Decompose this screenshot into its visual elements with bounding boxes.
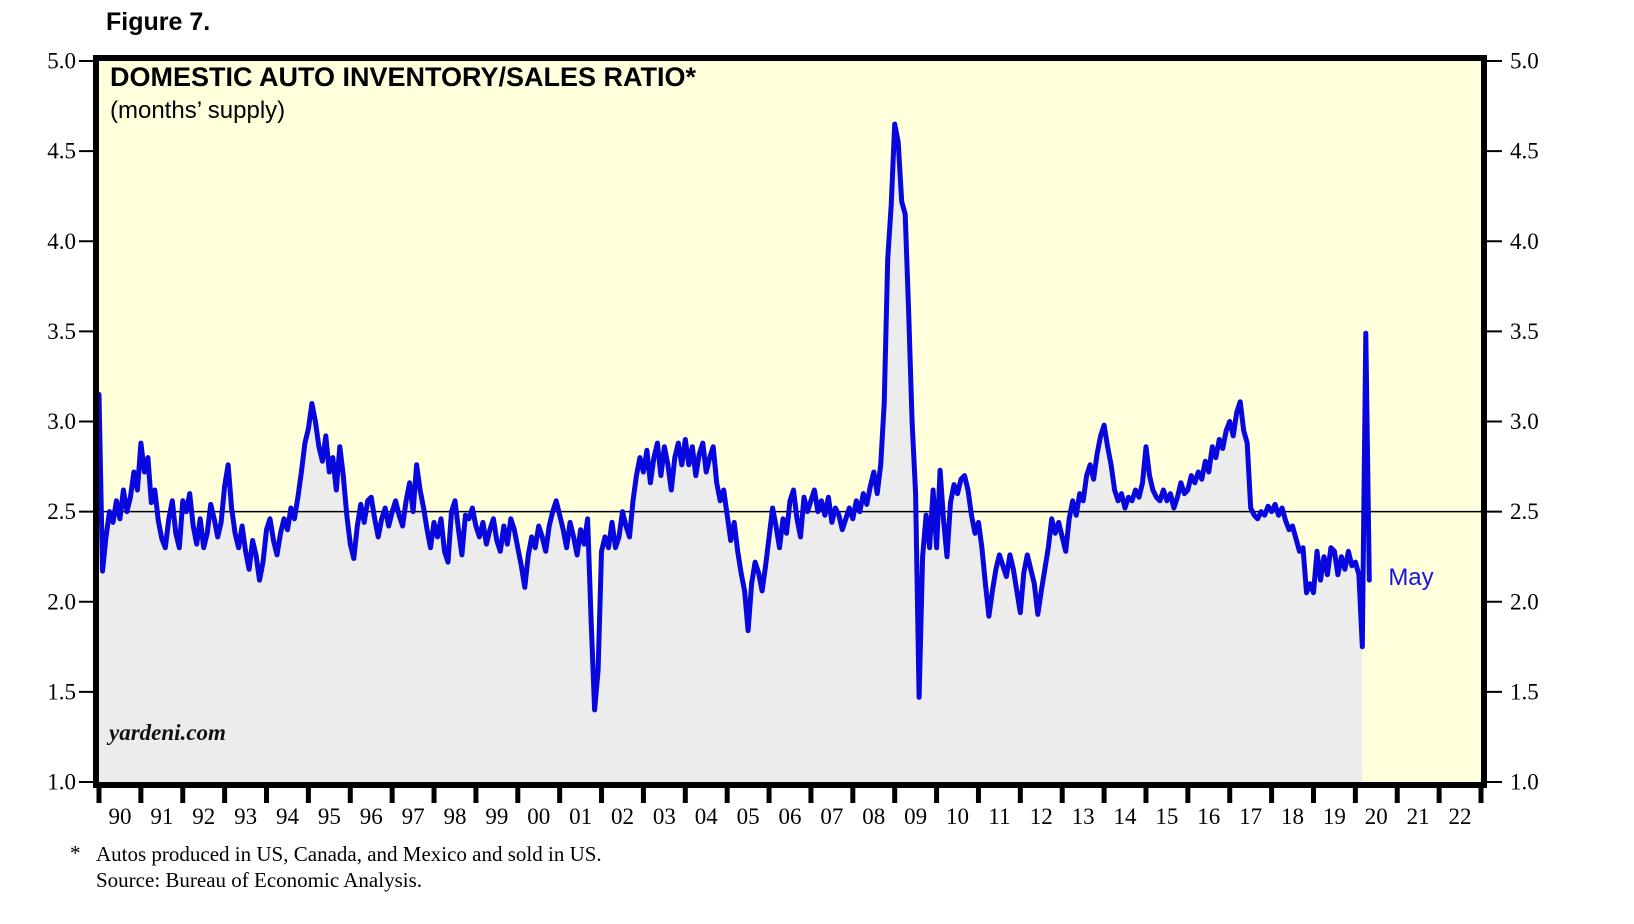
x-tick-label: 20	[1365, 804, 1388, 829]
y-tick-label-right: 1.0	[1510, 770, 1539, 795]
footnote: * Autos produced in US, Canada, and Mexi…	[70, 841, 602, 893]
x-tick-label: 02	[611, 804, 634, 829]
may-annotation: May	[1388, 564, 1434, 592]
x-tick-label: 94	[276, 804, 300, 829]
x-tick-label: 05	[737, 804, 760, 829]
y-tick-label-right: 1.5	[1510, 679, 1539, 704]
x-tick-label: 18	[1281, 804, 1304, 829]
x-tick-label: 19	[1323, 804, 1346, 829]
y-tick-label-left: 1.5	[47, 679, 76, 704]
x-tick-label: 01	[569, 804, 592, 829]
x-tick-label: 00	[527, 804, 550, 829]
x-tick-label: 21	[1407, 804, 1430, 829]
footnote-asterisk: *	[70, 841, 81, 865]
y-tick-label-right: 4.5	[1510, 139, 1539, 164]
y-tick-label-left: 2.0	[47, 589, 76, 614]
x-tick-label: 17	[1239, 804, 1262, 829]
figure-label: Figure 7.	[106, 8, 211, 36]
y-tick-label-left: 2.5	[47, 499, 76, 524]
x-tick-label: 11	[988, 804, 1010, 829]
chart-title: DOMESTIC AUTO INVENTORY/SALES RATIO*	[110, 62, 697, 92]
y-tick-label-left: 4.0	[47, 229, 76, 254]
x-tick-label: 96	[360, 804, 383, 829]
y-tick-label-right: 5.0	[1510, 49, 1539, 74]
watermark-yardeni: yardeni.com	[109, 720, 226, 745]
x-tick-label: 99	[485, 804, 508, 829]
y-tick-label-left: 4.5	[47, 139, 76, 164]
y-tick-label-right: 3.0	[1510, 409, 1539, 434]
area-fill	[99, 124, 1363, 782]
y-tick-label-right: 2.5	[1510, 499, 1539, 524]
x-tick-label: 90	[108, 804, 131, 829]
x-tick-label: 92	[192, 804, 215, 829]
y-tick-label-right: 4.0	[1510, 229, 1539, 254]
x-tick-label: 07	[820, 804, 843, 829]
x-tick-label: 03	[653, 804, 676, 829]
x-tick-label: 10	[946, 804, 969, 829]
y-tick-label-left: 1.0	[47, 770, 76, 795]
x-tick-label: 14	[1114, 804, 1138, 829]
y-tick-label-left: 5.0	[47, 49, 76, 74]
plot-border	[93, 55, 1487, 788]
inventory-sales-line	[99, 121, 1372, 713]
footnote-line1: Autos produced in US, Canada, and Mexico…	[96, 842, 602, 866]
x-tick-label: 08	[862, 804, 885, 829]
x-tick-label: 13	[1072, 804, 1095, 829]
x-tick-label: 93	[234, 804, 257, 829]
x-tick-label: 16	[1197, 804, 1220, 829]
y-tick-label-left: 3.0	[47, 409, 76, 434]
x-tick-label: 95	[318, 804, 341, 829]
x-tick-label: 97	[402, 804, 425, 829]
y-tick-label-right: 3.5	[1510, 319, 1539, 344]
x-tick-label: 15	[1155, 804, 1178, 829]
x-tick-label: 22	[1449, 804, 1472, 829]
x-tick-label: 91	[150, 804, 173, 829]
chart-subtitle: (months’ supply)	[110, 97, 286, 124]
x-tick-label: 09	[904, 804, 927, 829]
x-tick-label: 12	[1030, 804, 1053, 829]
x-tick-label: 98	[443, 804, 466, 829]
x-tick-label: 04	[695, 804, 719, 829]
y-tick-label-right: 2.0	[1510, 589, 1539, 614]
footnote-line2: Source: Bureau of Economic Analysis.	[96, 868, 423, 892]
y-tick-label-left: 3.5	[47, 319, 76, 344]
x-tick-label: 06	[779, 804, 802, 829]
